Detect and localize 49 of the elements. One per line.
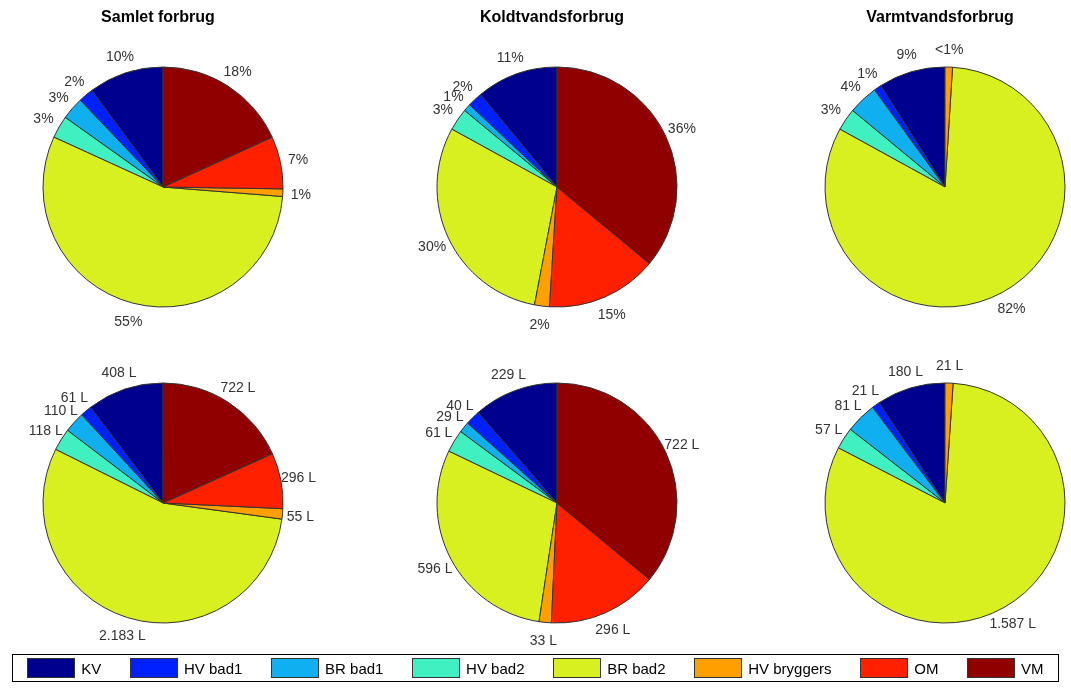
legend-label: HV bryggers — [748, 659, 832, 677]
data-label: 81 L — [834, 396, 862, 413]
data-label: 296 L — [281, 469, 317, 486]
data-label: 1% — [290, 185, 311, 202]
data-label: 33 L — [529, 632, 558, 649]
data-label: 2.183 L — [99, 626, 146, 643]
data-label: 57 L — [815, 420, 843, 437]
data-label: 596 L — [417, 559, 453, 576]
data-label: 296 L — [595, 621, 631, 638]
data-label: 10% — [105, 47, 134, 64]
data-label: 30% — [418, 237, 447, 254]
data-label: 722 L — [220, 379, 256, 396]
legend-label: OM — [914, 659, 939, 677]
legend-label: BR bad2 — [607, 659, 666, 677]
data-label: 3% — [33, 110, 54, 126]
data-label: 15% — [597, 305, 626, 322]
data-label: 229 L — [491, 365, 527, 382]
chart-title: Koldtvandsforbrug — [479, 8, 625, 26]
data-label: 2% — [529, 315, 550, 332]
data-label: 3% — [48, 88, 69, 105]
data-label: 7% — [287, 150, 309, 167]
data-label: 180 L — [887, 362, 924, 379]
data-label: 1% — [857, 64, 878, 81]
data-label: 408 L — [101, 364, 137, 381]
data-label: <1% — [935, 41, 964, 58]
data-label: 118 L — [28, 422, 64, 439]
legend-label: HV bad1 — [184, 659, 243, 677]
data-label: 3% — [432, 101, 453, 118]
data-label: 1.587 L — [989, 615, 1037, 632]
data-label: 3% — [820, 101, 841, 118]
data-label: 21 L — [936, 357, 964, 374]
data-label: 4% — [840, 78, 861, 95]
data-label: 21 L — [851, 382, 880, 399]
legend-label: KV — [81, 659, 102, 677]
legend-label: BR bad1 — [325, 659, 384, 677]
chart-title: Samlet forbrug — [100, 8, 216, 26]
data-label: 55 L — [286, 507, 315, 524]
chart-title: Varmtvandsforbrug — [865, 8, 1015, 26]
data-label: 2% — [64, 73, 85, 90]
legend-label: VM — [1021, 659, 1044, 677]
data-label: 61 L — [425, 423, 453, 440]
data-label: 82% — [997, 299, 1026, 316]
data-label: 55% — [114, 312, 143, 329]
data-label: 11% — [496, 49, 524, 66]
data-label: 9% — [896, 46, 917, 63]
data-label: 36% — [667, 120, 696, 137]
data-label: 722 L — [664, 436, 700, 453]
legend-label: HV bad2 — [466, 659, 525, 677]
data-label: 18% — [223, 62, 252, 79]
